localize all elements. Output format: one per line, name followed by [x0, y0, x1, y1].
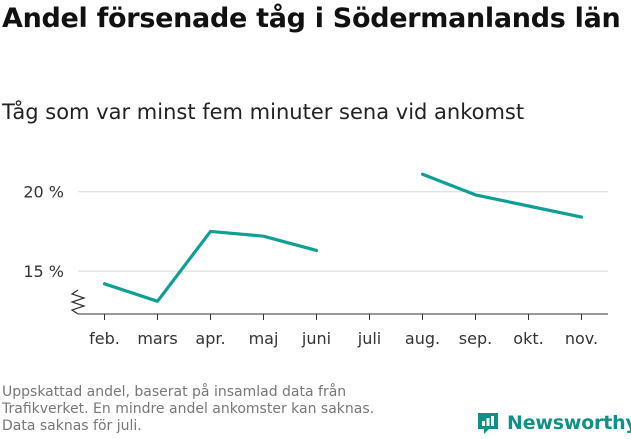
footnote-line: Trafikverket. En mindre andel ankomster … [2, 401, 375, 417]
x-tick-label: maj [249, 329, 279, 348]
x-axis [78, 313, 608, 320]
series-line-segment [420, 172, 584, 219]
line-chart: 15 % 20 % feb. mars apr. maj juni juli aug. sep.… [23, 172, 608, 348]
chart-footnote: Uppskattad andel, baserat på insamlad da… [2, 384, 442, 435]
newsworthy-logo: Newsworthy [475, 408, 631, 438]
x-axis-labels: feb. mars apr. maj juni juli aug. sep. okt. nov. [89, 329, 598, 348]
newsworthy-logo-icon [478, 413, 498, 434]
series-lines [102, 172, 584, 303]
axis-break-zigzag [70, 289, 86, 315]
footnote-line: Uppskattad andel, baserat på insamlad da… [2, 384, 347, 400]
x-tick-label: juli [357, 329, 381, 348]
x-tick-label: juni [301, 329, 331, 348]
x-tick-label: feb. [89, 329, 120, 348]
axis-break-icon [70, 289, 86, 315]
chart-title: Andel försenade tåg i Södermanlands län [2, 3, 621, 34]
gridlines [78, 191, 608, 272]
y-tick-label: 15 % [23, 262, 64, 281]
x-tick-label: nov. [565, 329, 598, 348]
x-tick-label: okt. [513, 329, 543, 348]
chart-subtitle: Tåg som var minst fem minuter sena vid a… [2, 100, 525, 124]
x-tick-label: sep. [459, 329, 492, 348]
x-tick-label: apr. [195, 329, 225, 348]
y-tick-label: 20 % [23, 183, 64, 202]
x-tick-label: aug. [405, 329, 440, 348]
brand-name: Newsworthy [507, 412, 631, 434]
series-line-segment [102, 229, 319, 303]
y-axis-ticks: 15 % 20 % [23, 183, 64, 281]
footnote-line: Data saknas för juli. [2, 418, 142, 434]
x-tick-label: mars [137, 329, 177, 348]
